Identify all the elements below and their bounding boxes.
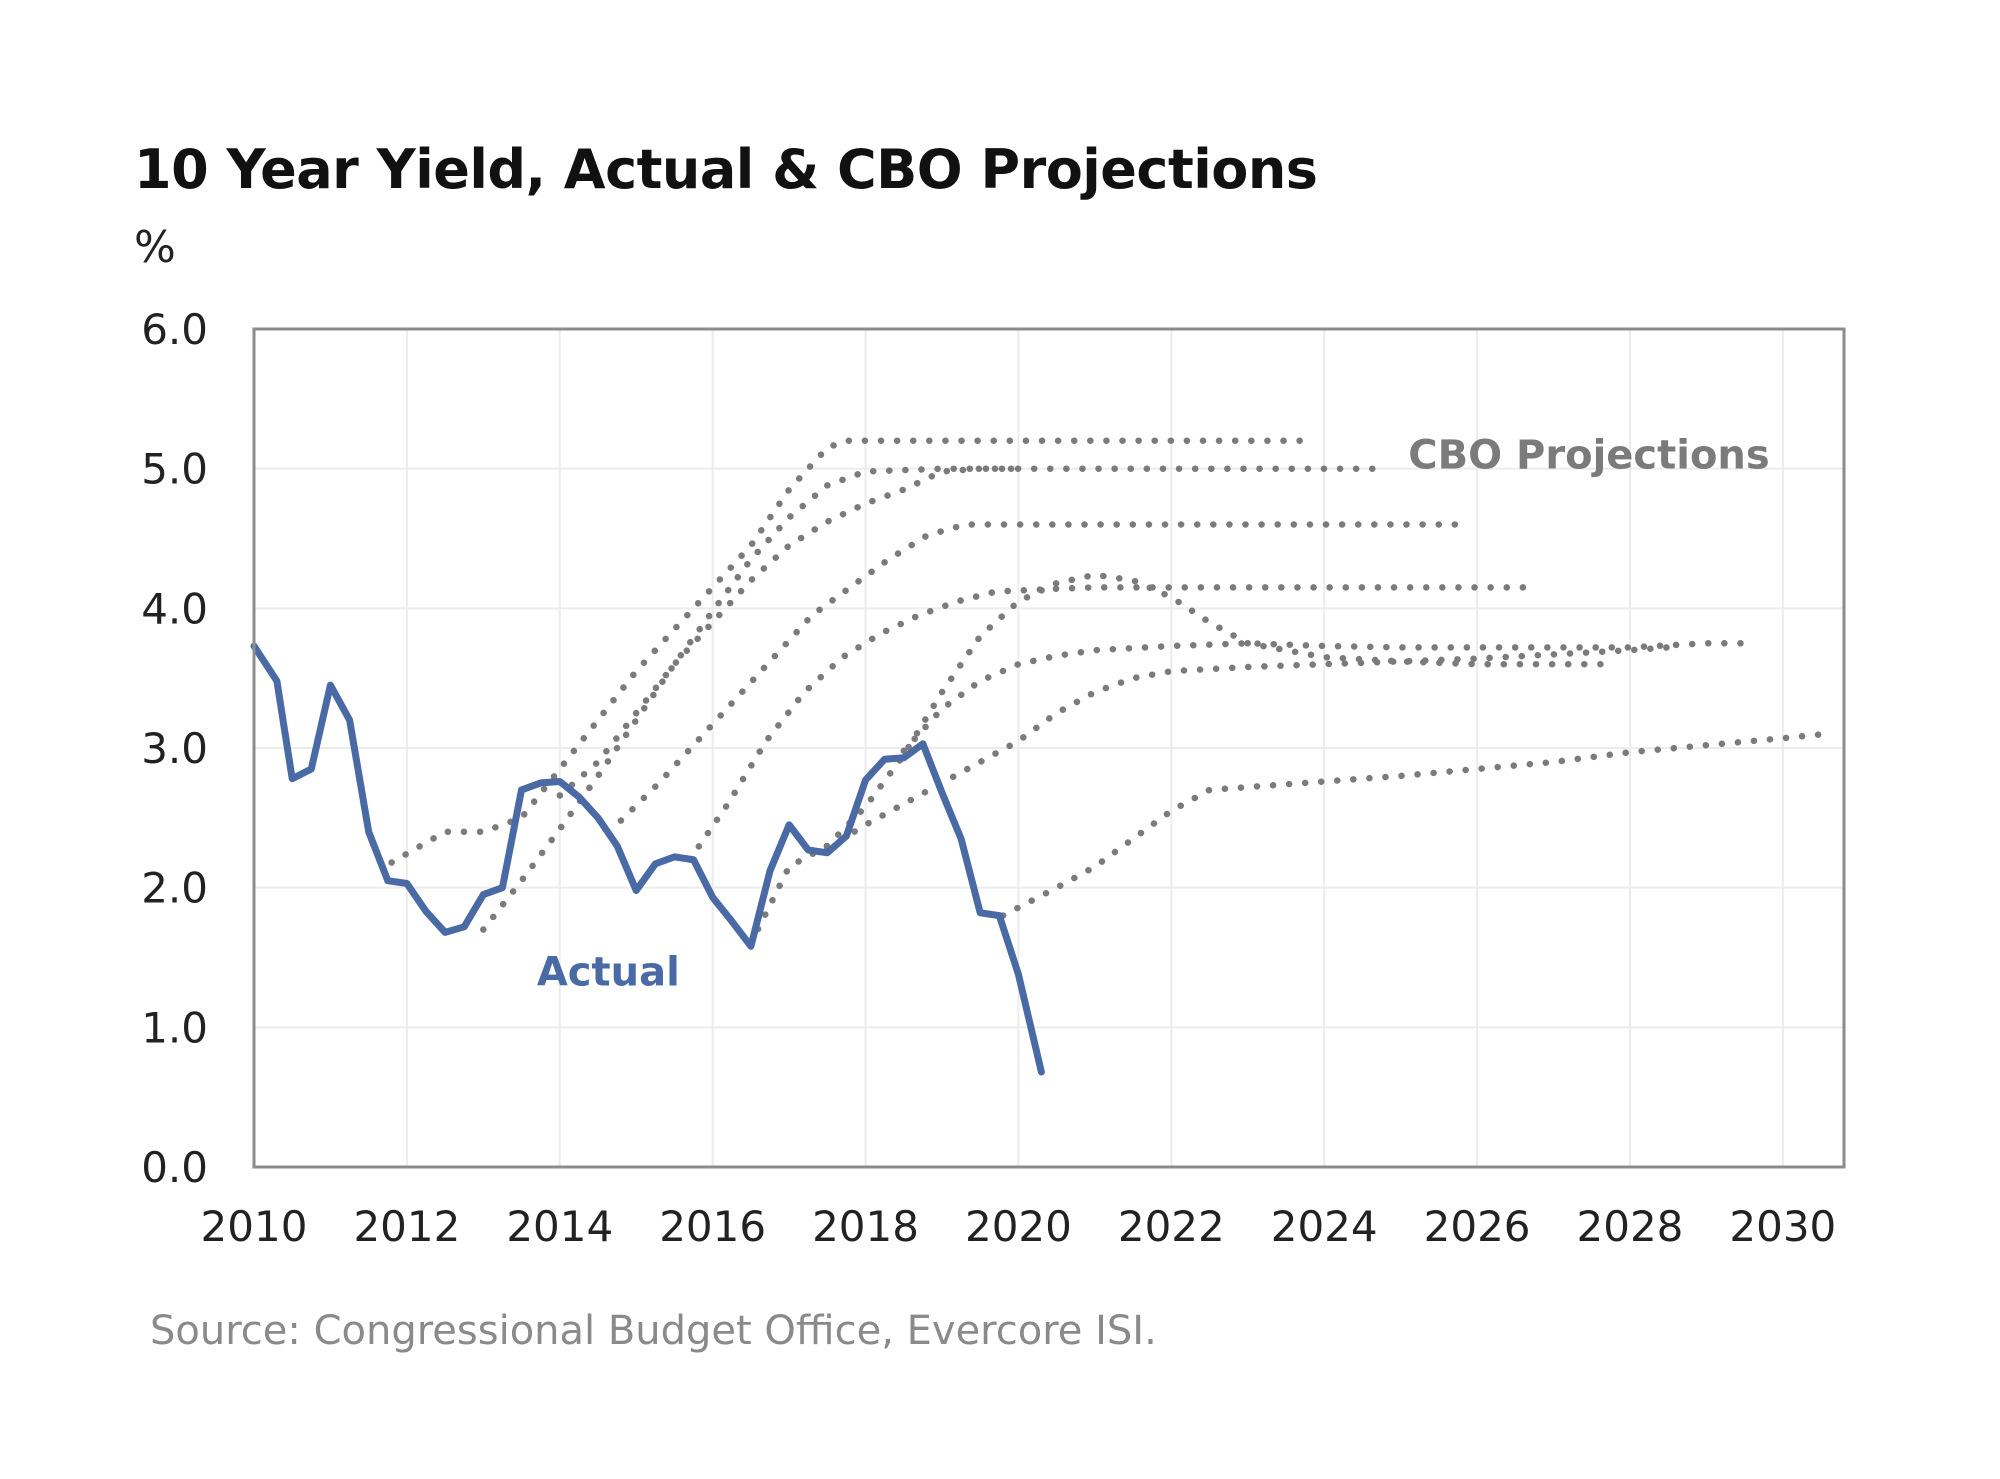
y-tick-label: 1.0 bbox=[141, 1003, 208, 1052]
x-tick-label: 2018 bbox=[812, 1202, 919, 1251]
series-line-projection-3 bbox=[556, 465, 1022, 799]
series-line-projection-2 bbox=[480, 465, 1385, 933]
y-tick-label: 5.0 bbox=[141, 445, 208, 494]
x-tick-label: 2028 bbox=[1577, 1202, 1684, 1251]
tick-labels: 0.0 1.0 2.0 3.0 4.0 5.0 6.0 2010 2012 2014 2016 201… bbox=[141, 305, 1836, 1251]
series-line-projection-9 bbox=[999, 730, 1829, 919]
y-tick-label: 6.0 bbox=[141, 305, 208, 354]
x-tick-label: 2016 bbox=[659, 1202, 766, 1251]
annotations: Actual CBO Projections bbox=[537, 433, 1770, 996]
annotation-actual: Actual bbox=[537, 949, 680, 995]
y-tick-label: 4.0 bbox=[141, 584, 208, 633]
plot-frame bbox=[252, 327, 1846, 1169]
source-note: Source: Congressional Budget Office, Eve… bbox=[150, 1308, 1157, 1354]
series-line-projection-4 bbox=[617, 521, 1466, 824]
x-tick-label: 2010 bbox=[201, 1202, 308, 1251]
x-tick-label: 2020 bbox=[965, 1202, 1072, 1251]
series-line-projection-8 bbox=[824, 644, 1672, 852]
x-tick-label: 2014 bbox=[506, 1202, 613, 1251]
series-line-projection-1 bbox=[388, 437, 1309, 866]
y-tick-label: 3.0 bbox=[141, 724, 208, 773]
series-line-actual bbox=[250, 642, 1045, 1076]
annotation-projection: CBO Projections bbox=[1408, 433, 1769, 479]
y-tick-label: 0.0 bbox=[141, 1143, 208, 1192]
x-tick-label: 2030 bbox=[1729, 1202, 1836, 1251]
x-tick-label: 2026 bbox=[1424, 1202, 1531, 1251]
y-axis-unit: % bbox=[134, 222, 176, 273]
series-line-projection-6 bbox=[747, 571, 1615, 947]
chart-title: 10 Year Yield, Actual & CBO Projections bbox=[134, 138, 1318, 201]
x-tick-label: 2022 bbox=[1118, 1202, 1225, 1251]
x-tick-label: 2012 bbox=[353, 1202, 460, 1251]
x-tick-label: 2024 bbox=[1271, 1202, 1378, 1251]
series-line-projection-5 bbox=[686, 584, 1538, 863]
series-layer bbox=[250, 437, 1829, 1076]
y-tick-label: 2.0 bbox=[141, 864, 208, 913]
